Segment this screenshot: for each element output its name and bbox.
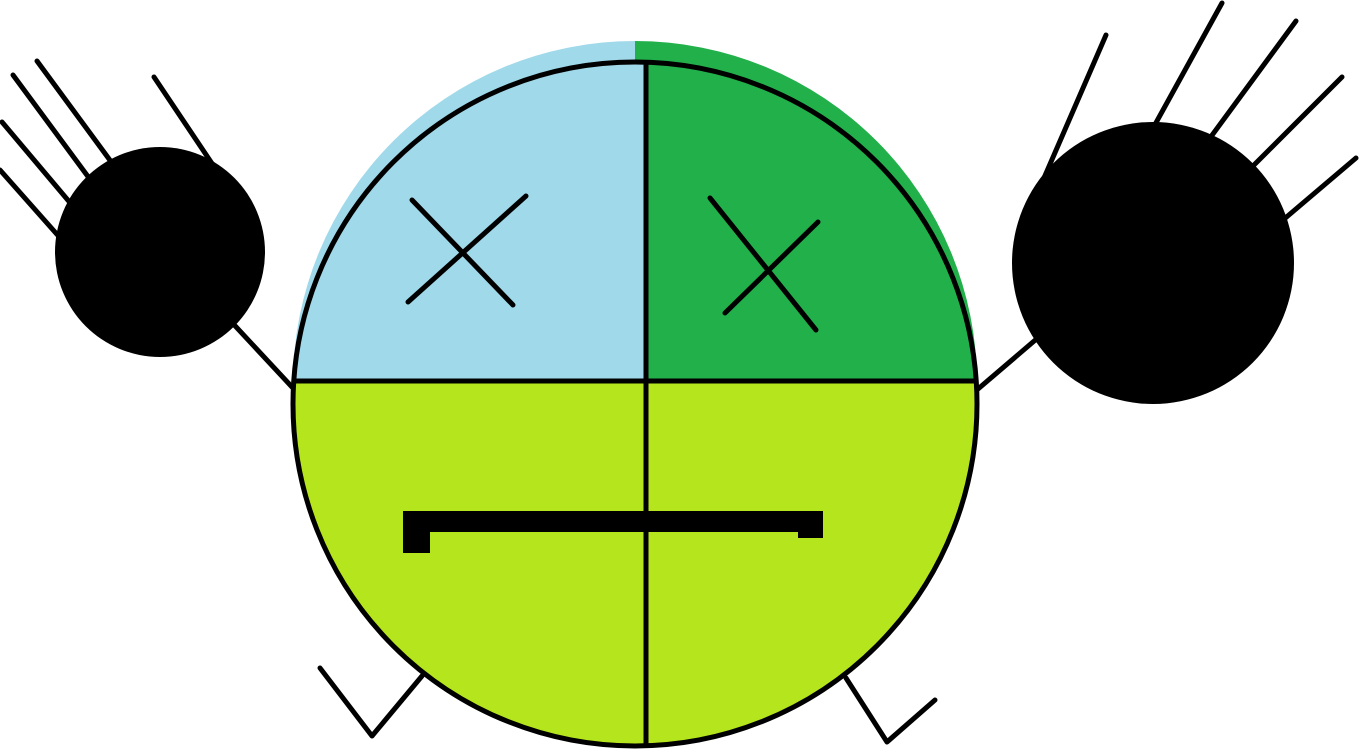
left-x-eye [405,193,529,308]
left-hand-fingers [0,58,218,243]
right-hand [1012,122,1294,404]
right-finger-5 [1280,155,1359,223]
left-finger-2 [0,119,75,208]
right-foot [843,675,938,745]
left-finger-4 [34,58,115,166]
right-finger-2 [1149,0,1225,133]
right-arm [975,333,1043,392]
left-hand [55,147,265,357]
left-finger-1 [0,167,65,243]
left-foot [317,665,425,739]
right-hand-fingers [1041,0,1359,223]
right-finger-1 [1041,32,1109,181]
face-outline-ring [290,59,980,749]
left-arm [222,312,295,390]
right-x-eye [707,195,821,333]
right-finger-3 [1207,18,1299,141]
right-finger-4 [1249,74,1345,170]
left-finger-5 [151,74,218,171]
flat-mouth [403,511,823,553]
left-finger-3 [10,72,95,185]
